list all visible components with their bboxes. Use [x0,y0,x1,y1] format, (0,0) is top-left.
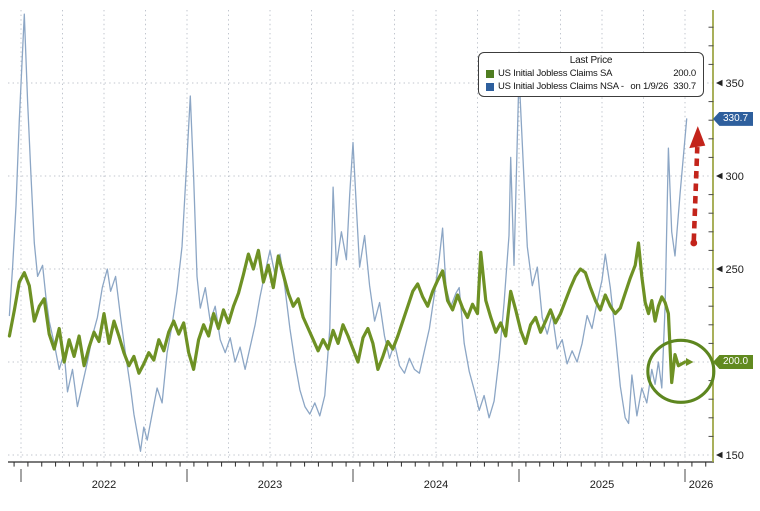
legend-row-sa: US Initial Jobless Claims SA 200.0 [486,67,696,80]
svg-text:2023: 2023 [258,479,282,491]
sa-series-line [7,241,687,385]
svg-text:2025: 2025 [590,479,614,491]
legend-row-nsa: US Initial Jobless Claims NSA - on 1/9/2… [486,80,696,93]
chart-legend: Last Price US Initial Jobless Claims SA … [478,52,704,97]
y-axis-labels: 150200250300350 [708,26,744,462]
sa-series-label: US Initial Jobless Claims SA [498,68,613,79]
nsa-last-price: 330.7 [673,81,696,92]
legend-title: Last Price [569,55,613,66]
nsa-series-line [8,13,688,452]
nsa-series-swatch-icon [486,82,494,91]
nsa-price-badge: 330.7 [713,111,754,126]
axes [8,10,714,467]
sa-price-badge: 200.0 [713,355,754,369]
svg-text:350: 350 [726,78,744,90]
svg-text:300: 300 [726,171,744,183]
x-axis-labels: 2022 2023 2024 2025 2026 [20,469,713,491]
sa-series-swatch-icon [486,69,494,78]
gridlines [8,10,713,461]
svg-text:2024: 2024 [424,479,448,491]
sa-end-arrow-icon [686,358,694,366]
nsa-last-price-group: on 1/9/26 330.7 [630,80,696,93]
svg-text:2022: 2022 [92,479,116,491]
svg-text:150: 150 [726,450,744,462]
nsa-series-label: US Initial Jobless Claims NSA - [498,81,624,92]
highlight-ellipse [646,338,716,404]
svg-text:250: 250 [726,264,744,276]
sa-last-price: 200.0 [673,68,696,79]
up-arrow-annotation [689,126,706,247]
nsa-asof-date: on 1/9/26 [630,81,669,92]
svg-text:2026: 2026 [689,479,713,491]
